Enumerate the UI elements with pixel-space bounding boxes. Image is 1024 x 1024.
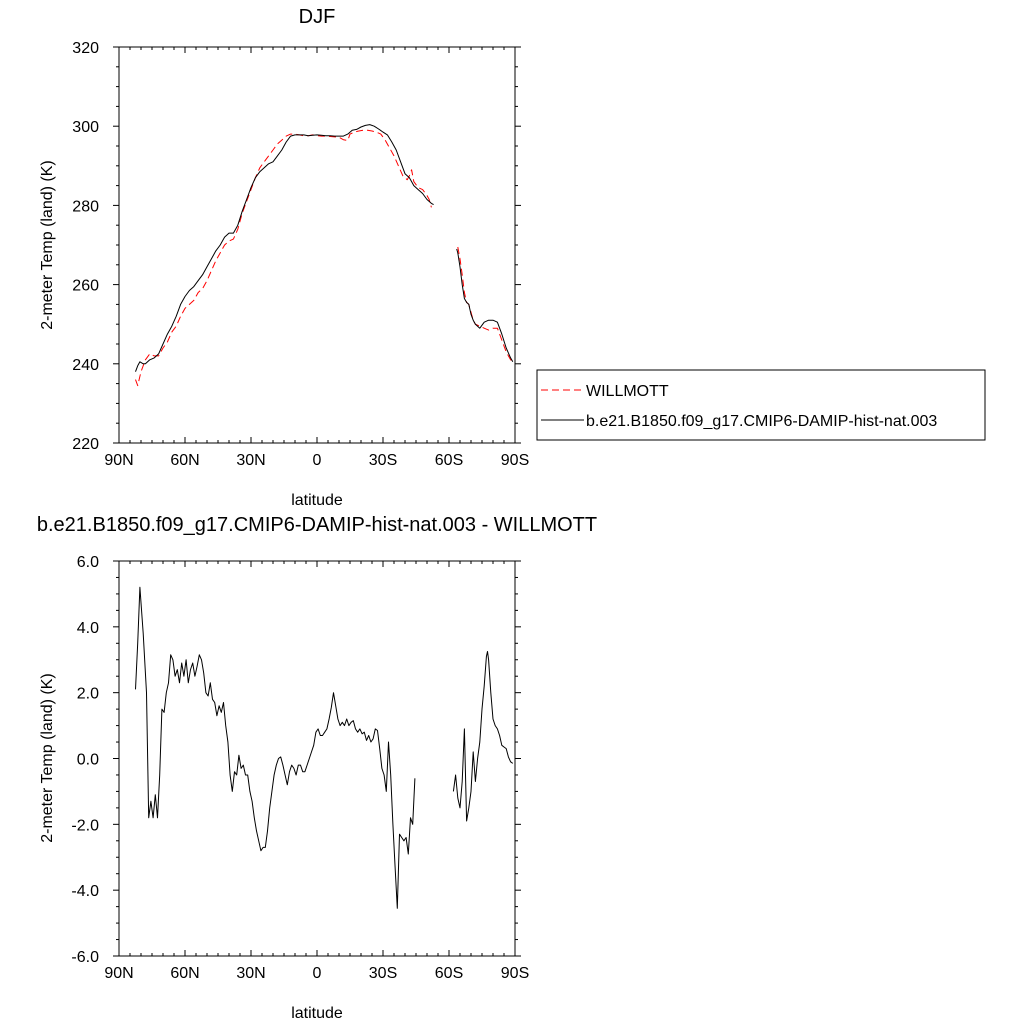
top-plot-frame [118, 46, 516, 444]
top-x-tick-label: 30S [369, 452, 397, 469]
bottom-series-0-line [452, 651, 514, 822]
bottom-plot-frame [118, 560, 516, 957]
top-y-tick-label: 320 [72, 40, 99, 57]
bottom-x-tick-label: 90N [104, 965, 133, 982]
top-y-axis-label: 2-meter Temp (land) (K) [39, 160, 56, 330]
bottom-x-tick-label: 60S [435, 965, 463, 982]
bottom-y-tick-label: -2.0 [71, 817, 99, 834]
legend: WILLMOTT b.e21.B1850.f09_g17.CMIP6-DAMIP… [536, 369, 986, 441]
bottom-x-tick-label: 30S [369, 965, 397, 982]
top-y-tick-label: 220 [72, 436, 99, 453]
top-x-tick-label: 60N [170, 452, 199, 469]
bottom-y-tick-label: 2.0 [77, 686, 99, 703]
bottom-x-tick-label: 0 [313, 965, 322, 982]
bottom-y-tick-label: -4.0 [71, 883, 99, 900]
top-x-axis-label: latitude [291, 492, 343, 509]
top-x-tick-label: 0 [313, 452, 322, 469]
top-series-1-line [456, 248, 514, 363]
top-chart-title: DJF [299, 6, 336, 28]
top-series-0-line [135, 129, 432, 387]
top-x-tick-label: 90S [501, 452, 529, 469]
top-y-tick-label: 240 [72, 357, 99, 374]
bottom-y-tick-label: 0.0 [77, 752, 99, 769]
top-y-tick-label: 260 [72, 278, 99, 295]
bottom-x-tick-label: 30N [236, 965, 265, 982]
top-panel: DJF 90N 60N 30N 0 30S 60S 90S 220 240 260 280 300 32… [39, 6, 986, 509]
bottom-chart-title: b.e21.B1850.f09_g17.CMIP6-DAMIP-hist-nat… [37, 514, 597, 536]
top-series-1-line [135, 124, 434, 372]
bottom-y-tick-label: 4.0 [77, 620, 99, 637]
top-series-0-line [457, 246, 514, 363]
top-y-tick-label: 280 [72, 198, 99, 215]
bottom-x-tick-label: 60N [170, 965, 199, 982]
bottom-panel: b.e21.B1850.f09_g17.CMIP6-DAMIP-hist-nat… [37, 514, 597, 1022]
legend-box [536, 369, 986, 441]
bottom-y-axis-label: 2-meter Temp (land) (K) [39, 673, 56, 843]
bottom-y-tick-label: -6.0 [71, 949, 99, 966]
top-y-tick-label: 300 [72, 119, 99, 136]
top-x-tick-label: 60S [435, 452, 463, 469]
bottom-x-axis-label: latitude [291, 1005, 343, 1022]
bottom-x-tick-label: 90S [501, 965, 529, 982]
top-x-tick-label: 30N [236, 452, 265, 469]
bottom-y-tick-label: 6.0 [77, 554, 99, 571]
legend-label-model: b.e21.B1850.f09_g17.CMIP6-DAMIP-hist-nat… [586, 413, 937, 430]
legend-label-willmott: WILLMOTT [586, 383, 669, 400]
top-x-tick-label: 90N [104, 452, 133, 469]
bottom-series-0-line [135, 586, 416, 909]
